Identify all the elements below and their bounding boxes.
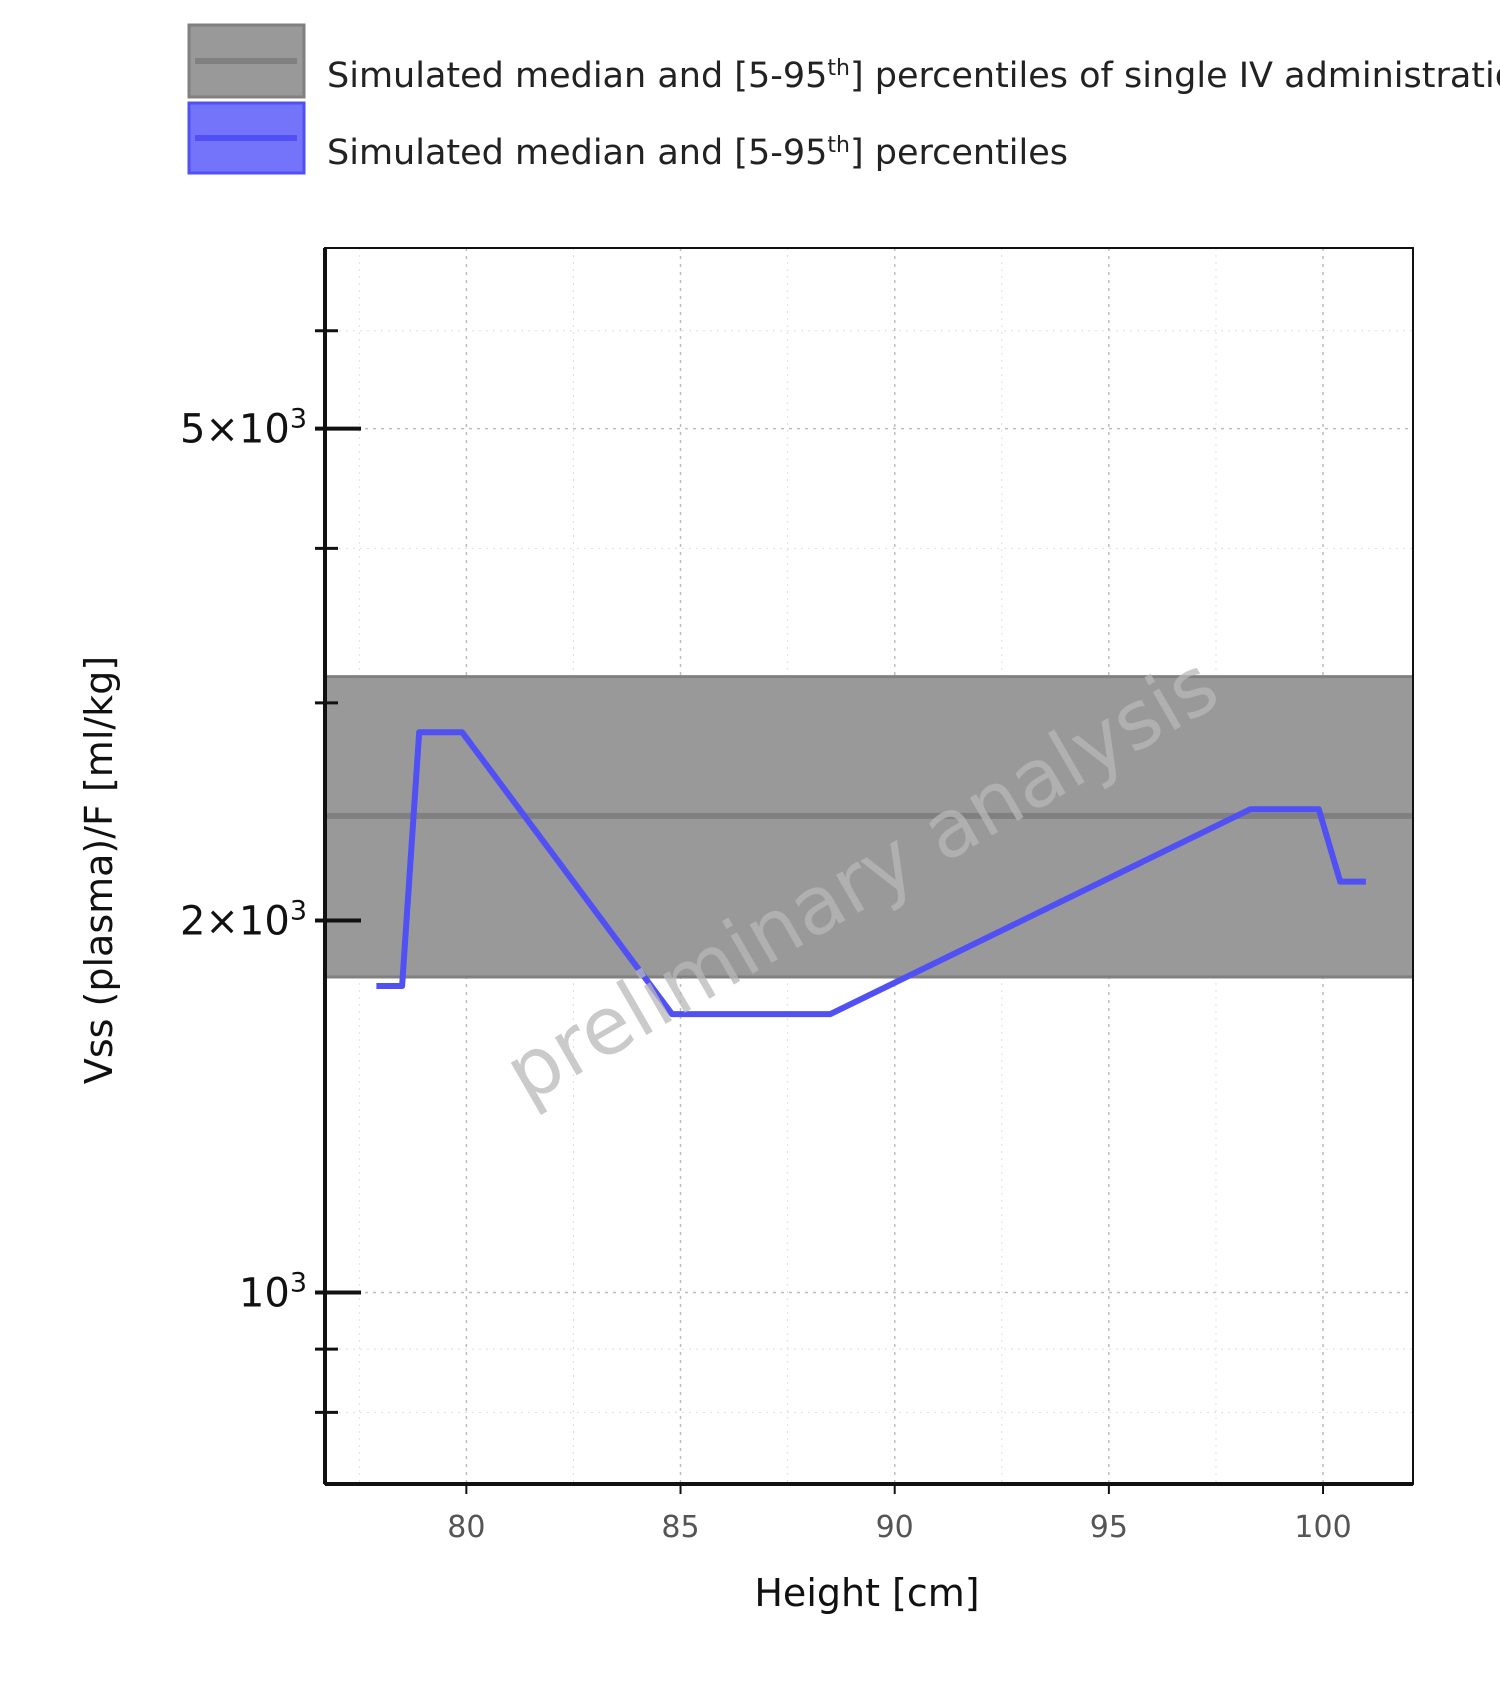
legend-item-iv-band: Simulated median and [5-95th] percentile…: [187, 23, 1500, 99]
legend: Simulated median and [5-95th] percentile…: [187, 23, 1500, 175]
legend-label-simulated: Simulated median and [5-95th] percentile…: [327, 133, 1068, 174]
iv-reference-band: [325, 675, 1413, 979]
y-axis-ticks: 5×103 2×103 103: [180, 329, 361, 1414]
simulated-median-line: [376, 729, 1366, 1018]
x-tick-label: 90: [876, 1510, 914, 1545]
x-axis-title: Height [cm]: [754, 1571, 979, 1615]
x-tick-label: 80: [447, 1510, 485, 1545]
x-tick-label: 100: [1294, 1510, 1351, 1545]
legend-item-simulated: Simulated median and [5-95th] percentile…: [187, 101, 1068, 175]
simulated-series: [376, 729, 1366, 1018]
iv-band-area: [325, 676, 1413, 978]
y-tick-label: 2×103: [180, 895, 307, 945]
y-tick-label: 5×103: [180, 403, 307, 453]
x-tick-label: 85: [661, 1510, 699, 1545]
x-axis-ticks: 80 85 90 95 100: [447, 1484, 1352, 1545]
x-tick-label: 95: [1090, 1510, 1128, 1545]
y-tick-label: 103: [239, 1267, 307, 1317]
y-axis-title: Vss (plasma)/F [ml/kg]: [77, 656, 121, 1084]
legend-label-iv: Simulated median and [5-95th] percentile…: [327, 56, 1500, 97]
